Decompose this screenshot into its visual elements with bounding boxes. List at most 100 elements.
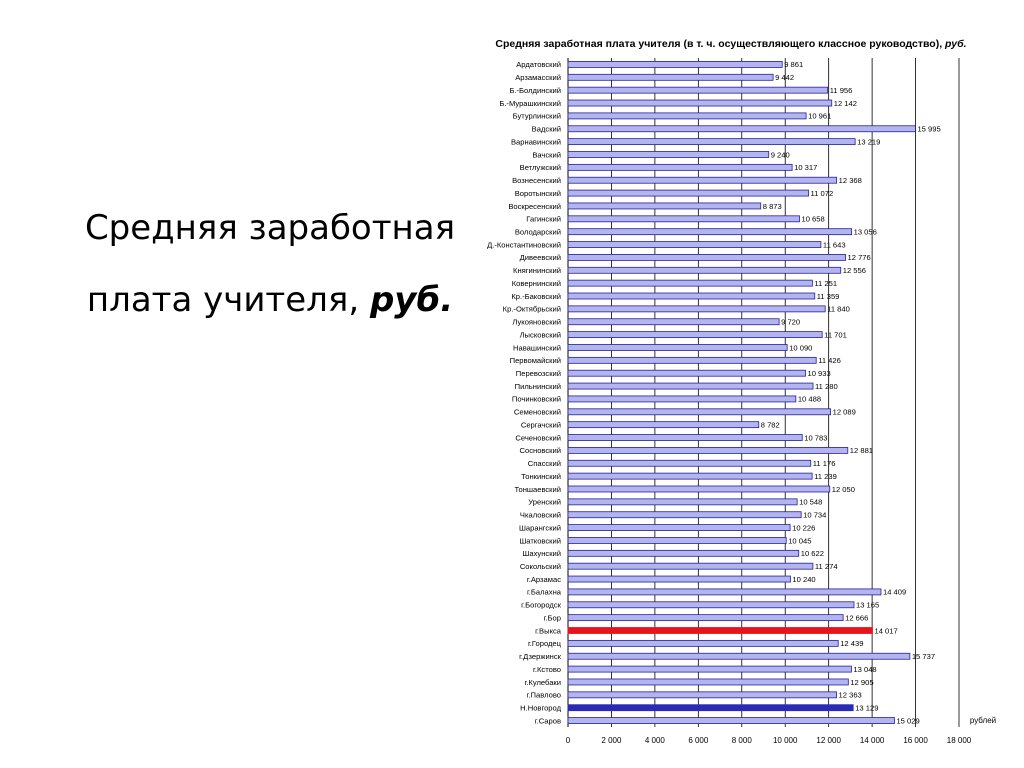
- x-axis-label: рублей: [970, 716, 996, 725]
- value-label: 14 017: [874, 626, 897, 635]
- value-label: 12 776: [848, 253, 871, 262]
- value-label: 11 840: [827, 305, 850, 314]
- x-tick-labels: 0 2 000 4 000 6 000 8 000 10 000 12 000 14 000 1…: [566, 736, 972, 745]
- bar: [567, 112, 807, 120]
- bar: [567, 446, 849, 454]
- value-label: 12 142: [834, 99, 857, 108]
- category-label: Пильнинский: [515, 382, 561, 391]
- value-label: 15 737: [912, 652, 935, 661]
- value-label: 11 956: [830, 86, 853, 95]
- category-label: Ветлужский: [520, 163, 561, 172]
- bar: [567, 86, 829, 94]
- category-label: Воротынский: [515, 189, 561, 198]
- category-label: Ковернинский: [512, 279, 561, 288]
- category-label: г.Городец: [528, 639, 562, 648]
- category-label: Семеновский: [514, 408, 561, 417]
- bar: [567, 73, 774, 81]
- category-label: г.Арзамас: [527, 575, 561, 584]
- bar: [567, 549, 800, 557]
- x-tick-label: 6 000: [688, 736, 709, 745]
- bar: [567, 717, 895, 724]
- value-label: 13 219: [857, 137, 880, 146]
- value-label: 12 050: [832, 485, 855, 494]
- x-tick-label: 12 000: [816, 736, 841, 745]
- value-label: 12 368: [839, 176, 862, 185]
- value-label: 9 720: [781, 318, 800, 327]
- category-label: Б.-Мурашкинский: [499, 99, 561, 108]
- bar: [567, 99, 833, 107]
- value-label: 11 359: [817, 292, 840, 301]
- slide-heading-line1: Средняя заработная: [84, 208, 456, 248]
- category-label: г.Кулебаки: [524, 678, 561, 687]
- value-label: 11 426: [818, 356, 841, 365]
- category-label: г.Дзержинск: [519, 652, 562, 661]
- value-label: 10 226: [792, 523, 815, 532]
- bar: [567, 434, 803, 441]
- bar: [567, 279, 813, 287]
- category-label: Ардатовский: [516, 60, 561, 69]
- bar: [567, 254, 846, 261]
- bar: [567, 292, 816, 300]
- x-tick-label: 0: [566, 736, 571, 745]
- value-label: 9 861: [784, 60, 803, 69]
- value-label: 11 072: [811, 189, 834, 198]
- value-label: 13 056: [854, 227, 877, 236]
- category-label: Дивеевский: [520, 253, 561, 262]
- bar: [567, 202, 762, 210]
- value-label: 10 045: [788, 536, 811, 545]
- category-label: г.Бор: [544, 613, 561, 622]
- category-label: Гагинский: [526, 215, 561, 224]
- category-label: Н.Новгород: [520, 704, 561, 713]
- value-label: 15 995: [917, 125, 940, 134]
- value-label: 10 240: [792, 575, 815, 584]
- bar: [567, 472, 813, 480]
- category-label: Б.-Болдинский: [509, 86, 561, 95]
- slide-heading-line2: плата учителя, руб.: [40, 264, 500, 336]
- category-label: г.Богородск: [521, 601, 561, 610]
- category-label: Бутурлинский: [513, 112, 561, 121]
- value-label: 10 734: [803, 511, 826, 520]
- bar: [567, 61, 783, 68]
- category-label: Тонкинский: [521, 472, 561, 481]
- category-label: Шатковский: [519, 536, 561, 545]
- category-label: Уренский: [528, 498, 561, 507]
- x-tick-label: 2 000: [601, 736, 622, 745]
- chart-title-unit: руб.: [944, 38, 967, 50]
- bar: [567, 241, 822, 248]
- bar: [567, 382, 814, 390]
- category-labels: Ардатовский Арзамасский Б.-Болдинский Б.-Му…: [487, 60, 562, 725]
- category-label: г.Выкса: [535, 626, 562, 635]
- value-label: 14 409: [883, 588, 906, 597]
- x-tick-label: 10 000: [773, 736, 798, 745]
- value-label: 11 251: [814, 279, 837, 288]
- bar: [567, 369, 806, 377]
- bar: [567, 704, 854, 712]
- value-label: 15 029: [896, 716, 919, 725]
- category-label: Сосновский: [520, 446, 561, 455]
- category-label: Чкаловский: [520, 511, 561, 520]
- category-label: Навашинский: [513, 343, 561, 352]
- category-label: Варнавинский: [511, 137, 561, 146]
- bar: [567, 189, 809, 197]
- bar: [567, 601, 855, 609]
- value-label: 10 488: [798, 395, 821, 404]
- category-label: Лукояновский: [512, 318, 561, 327]
- value-label: 13 165: [856, 601, 879, 610]
- category-label: Спасский: [528, 459, 561, 468]
- value-label: 12 905: [850, 678, 873, 687]
- bar: [567, 151, 770, 158]
- bar: [567, 344, 788, 351]
- category-label: Кр.-Октябрьский: [503, 305, 561, 314]
- value-label: 10 090: [789, 343, 812, 352]
- bar: [567, 485, 831, 493]
- x-tick-label: 8 000: [732, 736, 753, 745]
- bar: [567, 537, 787, 544]
- bars: [567, 61, 916, 724]
- value-label: 10 783: [804, 433, 827, 442]
- category-label: Шахунский: [522, 549, 561, 558]
- bar: [567, 138, 856, 146]
- category-label: Арзамасский: [515, 73, 561, 82]
- value-label: 13 129: [855, 704, 878, 713]
- value-label: 11 176: [813, 459, 836, 468]
